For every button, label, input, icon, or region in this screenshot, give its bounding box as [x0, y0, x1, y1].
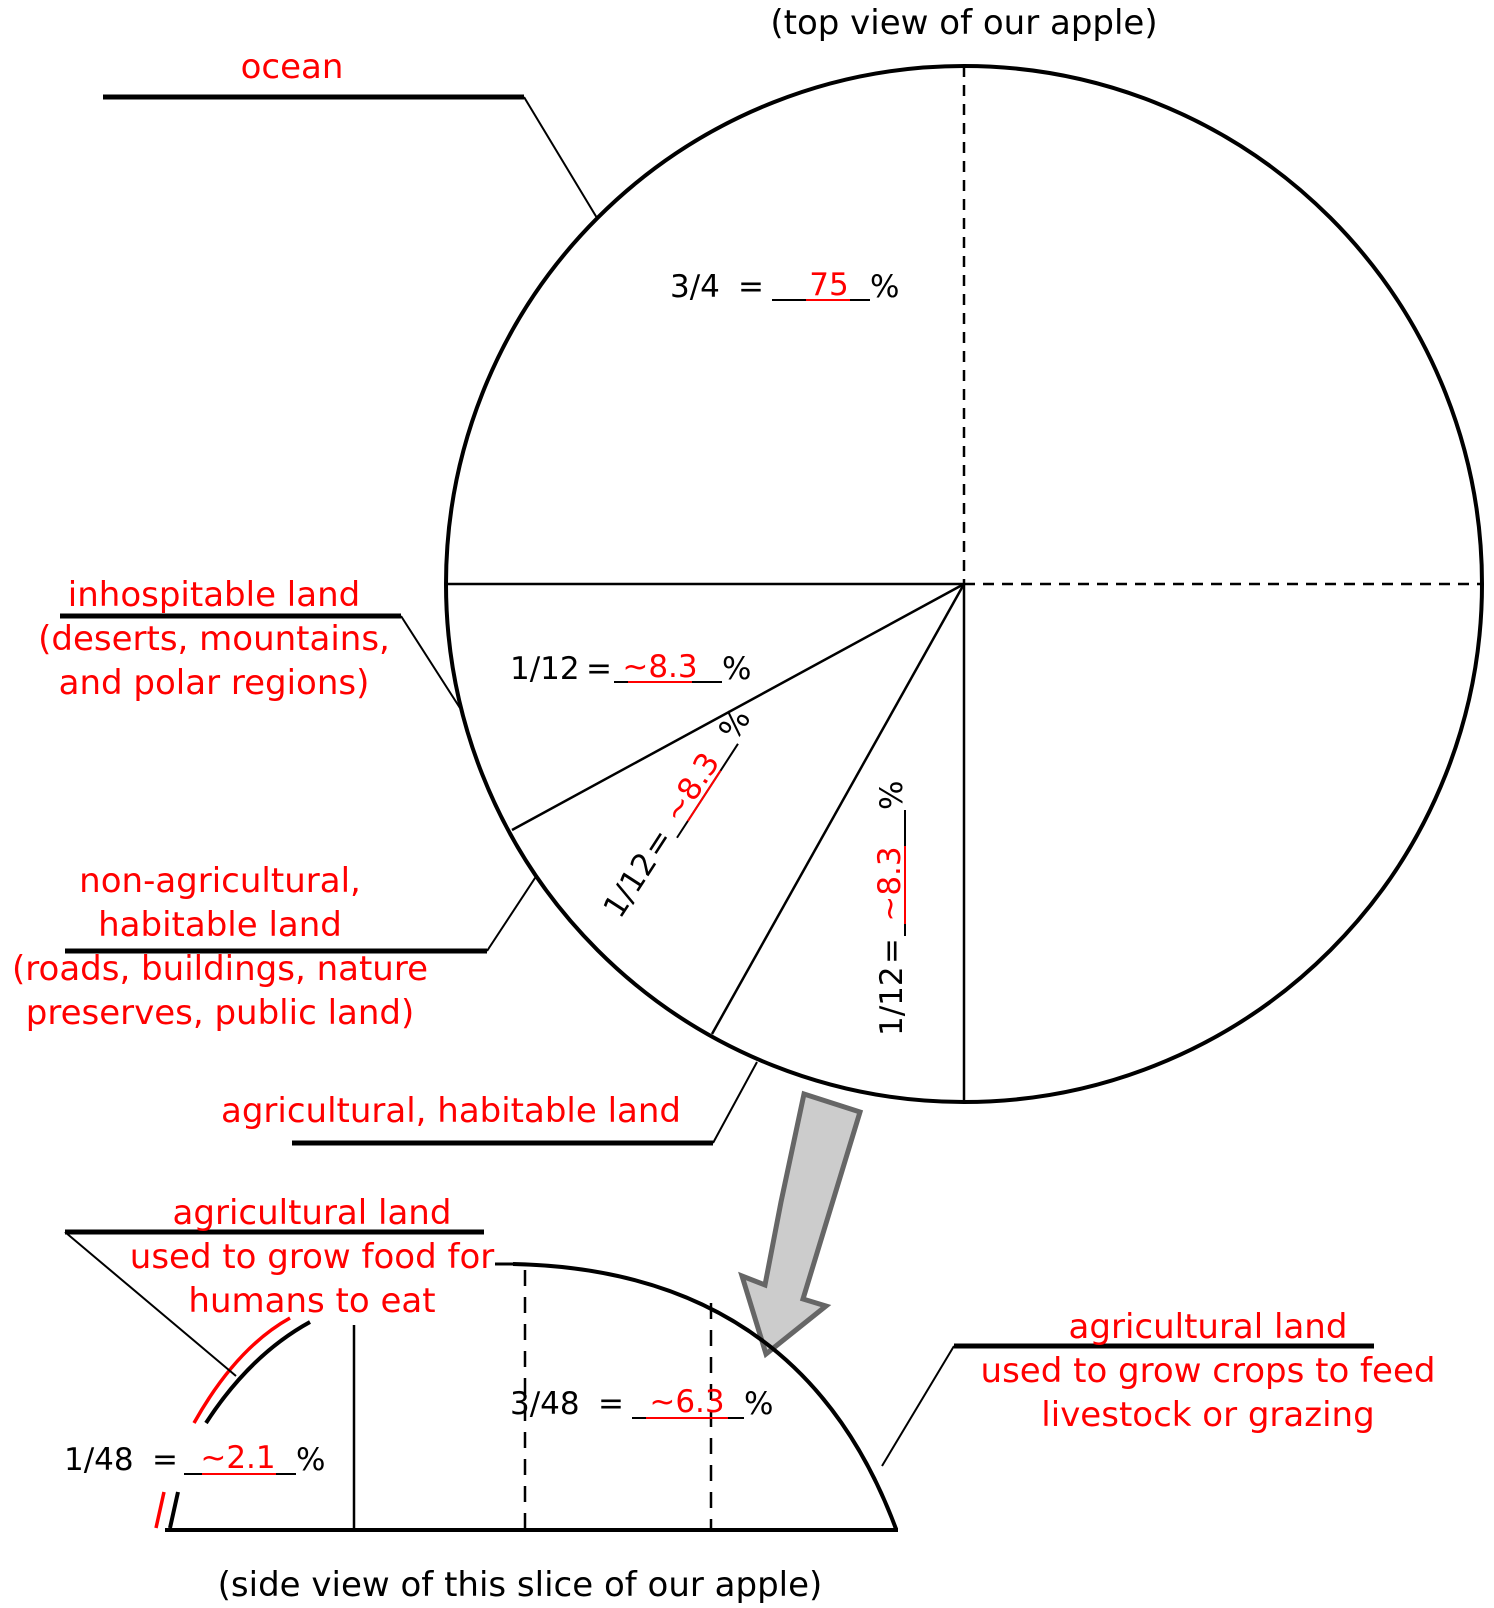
agricultural-answer: ~8.3 — [872, 846, 908, 921]
feed-livestock-label-line3: livestock or grazing — [1041, 1395, 1374, 1435]
ocean-leader — [523, 96, 598, 219]
down-arrow-icon — [738, 1090, 864, 1359]
inhospitable-label-line3: and polar regions) — [59, 663, 370, 703]
inhospitable-answer: ~8.3 — [622, 649, 697, 685]
side-view-left-arc-highlight — [192, 1316, 291, 1424]
feed-livestock-answer: ~6.3 — [649, 1384, 724, 1420]
top-view-caption: (top view of our apple) — [770, 3, 1157, 43]
ocean-percent: % — [870, 269, 899, 305]
feed-livestock-equation: 3/48 = ~6.3 % — [510, 1384, 773, 1422]
ocean-fraction: 3/4 — [670, 269, 720, 305]
ocean-label: ocean — [241, 47, 344, 87]
food-for-humans-answer: ~2.1 — [200, 1440, 275, 1476]
non-agricultural-leader — [486, 874, 538, 952]
non-agricultural-equation: 1/12 = ~8.3 % — [597, 702, 759, 924]
ocean-equation: 3/4 = 75 % — [670, 267, 899, 305]
non-agricultural-fraction: 1/12 — [597, 846, 665, 924]
non-agricultural-label-line2: habitable land — [98, 905, 342, 945]
feed-livestock-percent: % — [744, 1386, 773, 1422]
non-agricultural-label-line3: (roads, buildings, nature — [12, 949, 428, 989]
ocean-answer: 75 — [809, 267, 848, 303]
side-view-left-arc — [204, 1320, 311, 1425]
inhospitable-equation: 1/12 = ~8.3 % — [510, 649, 751, 687]
food-for-humans-percent: % — [296, 1442, 325, 1478]
inhospitable-label-line1: inhospitable land — [68, 575, 360, 615]
food-for-humans-fraction: 1/48 — [64, 1442, 134, 1478]
side-view-caption: (side view of this slice of our apple) — [218, 1565, 823, 1605]
inhospitable-percent: % — [722, 651, 751, 687]
non-agricultural-label-line1: non-agricultural, — [79, 861, 361, 901]
food-for-humans-leader — [64, 1231, 237, 1377]
break-mark — [168, 1491, 180, 1529]
agricultural-fraction: 1/12 — [874, 966, 910, 1036]
break-mark-highlight — [154, 1491, 166, 1529]
feed-livestock-leader — [881, 1345, 955, 1467]
agricultural-label: agricultural, habitable land — [221, 1091, 681, 1131]
food-for-humans-label-line2: used to grow food for — [130, 1237, 494, 1277]
inhospitable-label-line2: (deserts, mountains, — [38, 619, 390, 659]
feed-livestock-equals: = — [598, 1386, 624, 1422]
food-for-humans-equals: = — [152, 1442, 178, 1478]
inhospitable-equals: = — [586, 651, 612, 687]
agricultural-equals: = — [874, 938, 910, 964]
food-for-humans-label-line3: humans to eat — [188, 1281, 435, 1321]
non-agricultural-percent: % — [712, 702, 758, 746]
inhospitable-leader — [400, 615, 461, 709]
feed-livestock-fraction: 3/48 — [510, 1386, 580, 1422]
food-for-humans-equation: 1/48 = ~2.1 % — [64, 1440, 325, 1478]
non-agricultural-answer-underline — [687, 770, 722, 822]
slice-line-3 — [710, 583, 966, 1035]
ocean-equals: = — [738, 269, 764, 305]
non-agricultural-answer: ~8.3 — [656, 746, 727, 829]
non-agricultural-label-line4: preserves, public land) — [26, 993, 415, 1033]
feed-livestock-label-line2: used to grow crops to feed — [981, 1351, 1436, 1391]
slice-line-2 — [511, 582, 965, 832]
agricultural-leader — [712, 1061, 758, 1144]
agricultural-equation: 1/12 = ~8.3 % — [872, 781, 910, 1036]
food-for-humans-label-line1: agricultural land — [173, 1193, 452, 1233]
feed-livestock-label-line1: agricultural land — [1069, 1307, 1348, 1347]
agricultural-percent: % — [874, 781, 910, 810]
side-view-curve — [512, 1262, 898, 1530]
inhospitable-fraction: 1/12 — [510, 651, 580, 687]
